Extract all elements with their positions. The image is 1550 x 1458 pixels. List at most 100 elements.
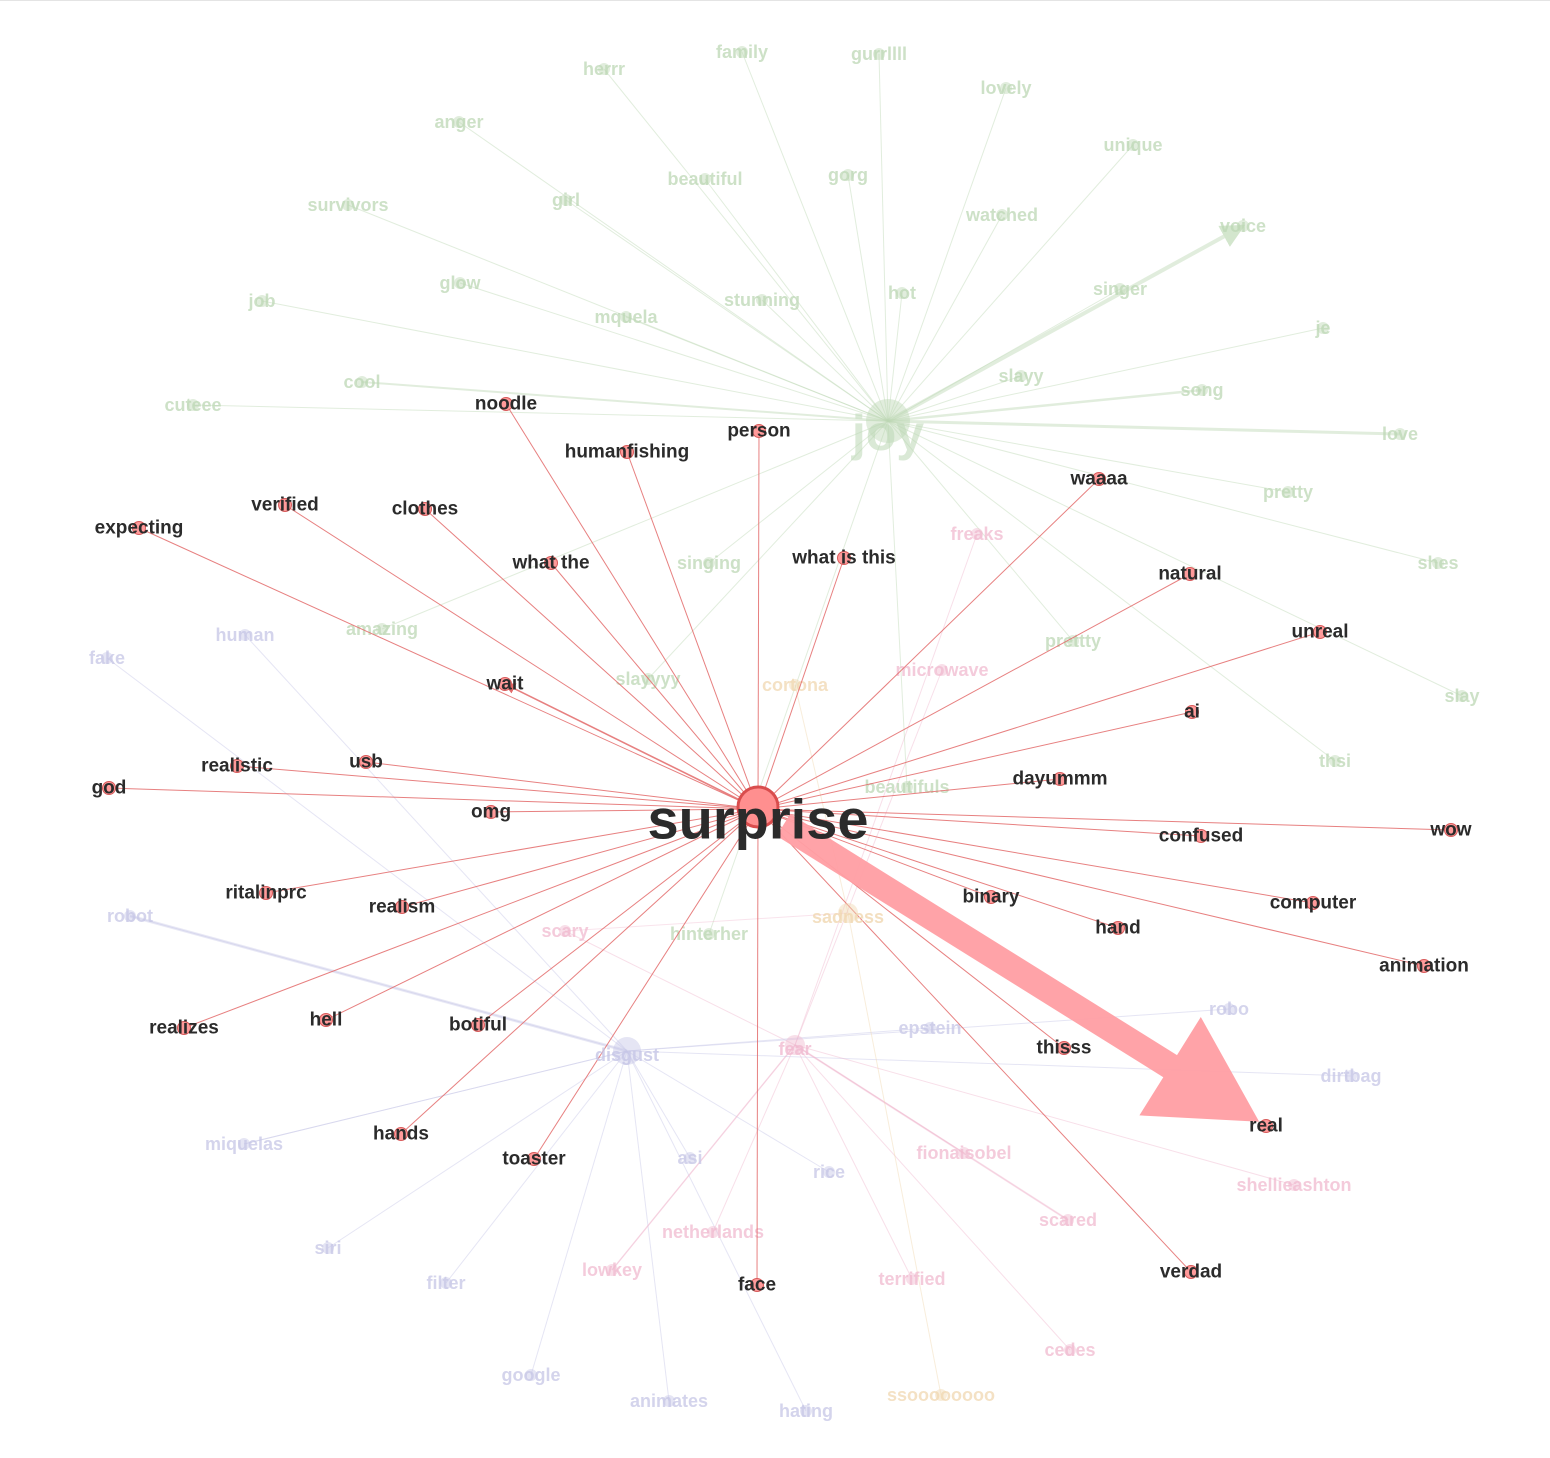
label-je: je bbox=[1314, 318, 1330, 338]
label-computer: computer bbox=[1270, 893, 1357, 914]
node-unique bbox=[1127, 139, 1139, 151]
label-thsi: thsi bbox=[1319, 751, 1351, 771]
label-beautiful: beautiful bbox=[668, 169, 743, 189]
faded-nodes-layer: herrr family gurrllll lovely anger unique beau… bbox=[89, 42, 1480, 1421]
edge-surprise-unreal bbox=[757, 631, 1321, 810]
edge-joy-slayyyy bbox=[647, 420, 889, 680]
edge-joy-pretty bbox=[887, 420, 1289, 493]
label-confused: confused bbox=[1159, 826, 1243, 847]
label-hand: hand bbox=[1095, 918, 1140, 939]
edge-surprise-waaaa bbox=[757, 478, 1100, 810]
node-dirtbag bbox=[1345, 1070, 1357, 1082]
node-freaks bbox=[971, 528, 983, 540]
label-glow: glow bbox=[440, 273, 482, 293]
label-anger: anger bbox=[434, 112, 483, 132]
label-gurrllll: gurrllll bbox=[851, 44, 907, 64]
label-shes: shes bbox=[1417, 553, 1458, 573]
label-fake: fake bbox=[89, 648, 125, 668]
node-humanfishing bbox=[620, 445, 634, 459]
label-slay: slay bbox=[1444, 686, 1479, 706]
node-anger bbox=[453, 116, 465, 128]
label-amazing: amazing bbox=[346, 619, 418, 639]
label-noodle: noodle bbox=[475, 394, 537, 415]
label-binary: binary bbox=[962, 887, 1019, 908]
edge-extra-scary bbox=[564, 912, 849, 932]
edge-disgust-filter bbox=[445, 1050, 628, 1284]
edge-disgust-miquelas bbox=[243, 1050, 628, 1145]
edge-surprise-omg bbox=[490, 808, 759, 813]
label-verified: verified bbox=[251, 495, 319, 516]
label-rice: rice bbox=[813, 1162, 845, 1182]
hub-node-sadness bbox=[838, 903, 858, 923]
label-love: love bbox=[1382, 424, 1418, 444]
node-botiful bbox=[471, 1018, 485, 1032]
edge-disgust-epstein bbox=[626, 1027, 931, 1052]
label-wow: wow bbox=[1429, 820, 1471, 841]
node-wait bbox=[498, 677, 512, 691]
edge-surprise-botiful bbox=[477, 808, 759, 1026]
label-verdad: verdad bbox=[1160, 1262, 1222, 1283]
edge-fear-lowkey bbox=[611, 1044, 796, 1271]
node-cortona bbox=[789, 679, 801, 691]
node-je bbox=[1317, 322, 1329, 334]
node-hell bbox=[319, 1013, 333, 1027]
label-expecting: expecting bbox=[95, 518, 184, 539]
label-ai: ai bbox=[1184, 702, 1200, 723]
edge-surprise-real-strong-arrow bbox=[776, 813, 1260, 1122]
node-rice bbox=[823, 1166, 835, 1178]
edge-surprise-wait bbox=[503, 683, 759, 810]
hub-node-fear bbox=[785, 1035, 805, 1055]
edge-joy-singer bbox=[887, 288, 1121, 422]
edge-surprise-ritalinprc bbox=[265, 808, 759, 894]
label-natural: natural bbox=[1158, 564, 1221, 585]
edge-surprise-confused bbox=[757, 808, 1202, 837]
node-person bbox=[752, 424, 766, 438]
label-girl: girl bbox=[552, 190, 580, 210]
edge-joy-song bbox=[887, 388, 1203, 423]
node-song bbox=[1196, 384, 1208, 396]
edge-fear-fionaisobel bbox=[794, 1044, 965, 1154]
edge-surprise-what-the bbox=[550, 562, 759, 810]
edge-joy-girl bbox=[565, 199, 889, 422]
hub-node-surprise bbox=[736, 785, 780, 829]
node-ritalinprc bbox=[259, 886, 273, 900]
label-realistic: realistic bbox=[201, 756, 273, 777]
label-robo: robo bbox=[1209, 999, 1249, 1019]
label-filter: filter bbox=[426, 1273, 465, 1293]
node-thisss bbox=[1057, 1041, 1071, 1055]
label-animation: animation bbox=[1379, 956, 1469, 977]
label-fionaisobel: fionaisobel bbox=[916, 1143, 1011, 1163]
edge-fear-scary bbox=[564, 930, 796, 1046]
label-cedes: cedes bbox=[1044, 1340, 1095, 1360]
edge-surprise-humanfishing bbox=[626, 451, 759, 810]
node-lovely bbox=[1000, 82, 1012, 94]
label-lovely: lovely bbox=[980, 78, 1031, 98]
node-gorg bbox=[842, 169, 854, 181]
label-unique: unique bbox=[1104, 135, 1163, 155]
edge-sadness-ssoooooooo bbox=[847, 912, 942, 1396]
label-scary: scary bbox=[541, 921, 588, 941]
surprise-neighbors-layer: noodle person humanfishing verified clothes e… bbox=[92, 394, 1472, 1296]
node-dayummm bbox=[1053, 772, 1067, 786]
node-real bbox=[1259, 1119, 1273, 1133]
node-hands bbox=[394, 1127, 408, 1141]
edge-fear-terrified bbox=[794, 1044, 913, 1280]
label-robot: robot bbox=[107, 906, 153, 926]
label-realizes: realizes bbox=[149, 1018, 219, 1039]
node-beautifuls bbox=[901, 781, 913, 793]
edge-joy-glow bbox=[459, 282, 889, 422]
edge-disgust-google bbox=[530, 1050, 628, 1376]
node-terrified bbox=[906, 1273, 918, 1285]
label-waaaa: waaaa bbox=[1069, 469, 1127, 490]
edge-disgust-siri bbox=[327, 1050, 628, 1249]
label-shellieashton: shellieashton bbox=[1236, 1175, 1351, 1195]
label-cortona: cortona bbox=[762, 675, 829, 695]
edge-extra-robot bbox=[129, 914, 628, 1053]
label-mquela: mquela bbox=[594, 307, 658, 327]
edge-joy-slayy bbox=[887, 375, 1022, 422]
node-lowkey bbox=[606, 1264, 618, 1276]
node-hand bbox=[1111, 921, 1125, 935]
node-verdad bbox=[1184, 1265, 1198, 1279]
hub-label-disgust: disgust bbox=[595, 1045, 659, 1065]
node-asi bbox=[684, 1152, 696, 1164]
